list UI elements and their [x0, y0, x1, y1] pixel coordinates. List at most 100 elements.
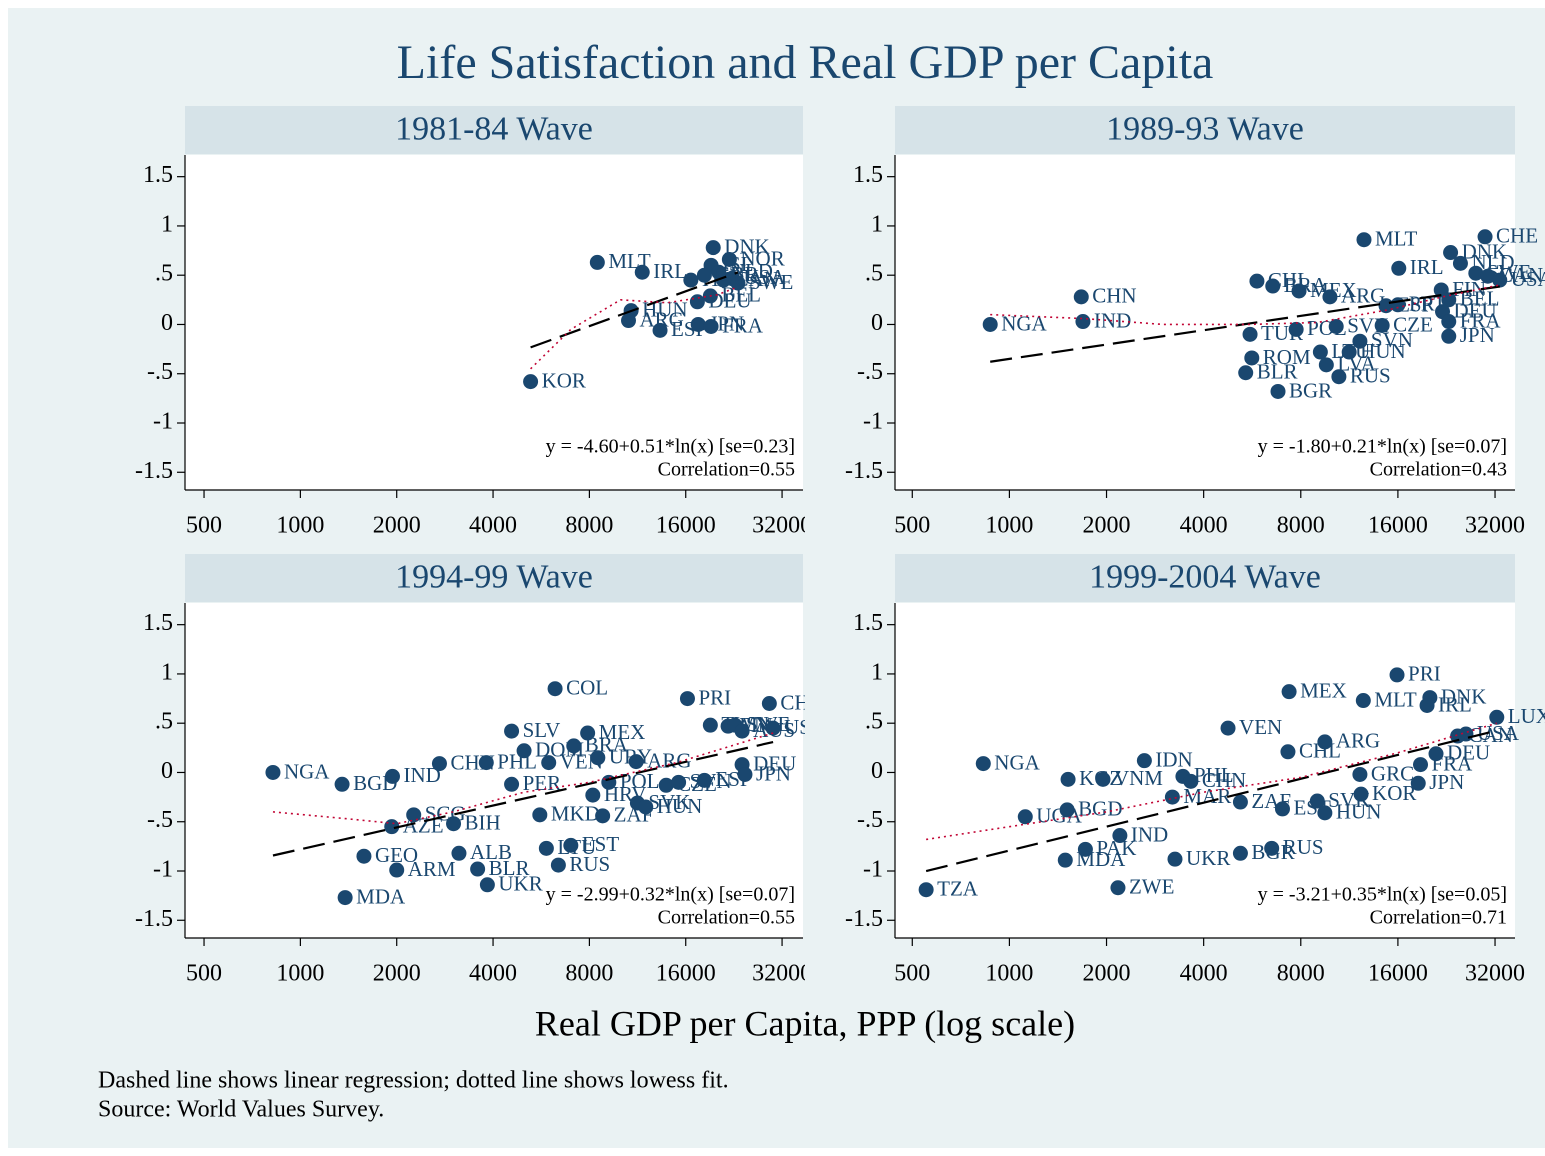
panel-header	[895, 106, 1515, 154]
point	[1341, 344, 1357, 360]
y-tick-label: .5	[865, 261, 883, 287]
x-tick-label: 1000	[985, 961, 1033, 987]
point	[652, 322, 668, 338]
point	[566, 738, 582, 754]
point	[1167, 851, 1183, 867]
point	[1353, 786, 1369, 802]
point	[1059, 802, 1075, 818]
point	[523, 374, 539, 390]
point	[1270, 383, 1286, 399]
point	[334, 776, 350, 792]
point	[470, 861, 486, 877]
equation: y = -3.21+0.35*ln(x) [se=0.05]	[1258, 884, 1507, 906]
y-tick-label: 1.5	[143, 162, 173, 188]
point	[730, 275, 746, 291]
point	[1095, 771, 1111, 787]
point-label: BIH	[465, 811, 501, 835]
point-label: KOR	[542, 368, 586, 392]
point-label: IRL	[1410, 255, 1444, 279]
point-label: USA	[743, 265, 786, 289]
correlation: Correlation=0.71	[1370, 907, 1507, 929]
panel-title: 1999-2004 Wave	[1089, 558, 1321, 595]
y-tick-label: 0	[161, 310, 173, 336]
point	[1110, 880, 1126, 896]
y-tick-label: -1.5	[845, 906, 883, 932]
point	[1238, 365, 1254, 381]
point	[1477, 229, 1493, 245]
point	[634, 264, 650, 280]
point-label: CHE	[1496, 224, 1538, 248]
x-tick-label: 1000	[985, 513, 1033, 539]
x-tick-label: 2000	[373, 513, 421, 539]
chart-title: Life Satisfaction and Real GDP per Capit…	[397, 36, 1214, 89]
point	[532, 807, 548, 823]
x-tick-label: 32000	[1465, 513, 1525, 539]
panel-header	[185, 106, 803, 154]
point-label: JPN	[1429, 770, 1464, 794]
lowess-line	[272, 732, 774, 825]
point-label: ARM	[408, 857, 456, 881]
point	[1374, 317, 1390, 333]
y-tick-label: -1	[863, 409, 883, 435]
point	[1318, 357, 1334, 373]
point	[504, 776, 520, 792]
x-tick-label: 500	[186, 961, 222, 987]
x-tick-label: 2000	[1083, 513, 1131, 539]
point-label: RUS	[1350, 364, 1391, 388]
point-label: JPN	[756, 761, 791, 785]
y-tick-label: 1.5	[853, 162, 883, 188]
point	[1232, 794, 1248, 810]
y-tick-label: -1.5	[135, 906, 173, 932]
point	[478, 755, 494, 771]
y-tick-label: .5	[865, 709, 883, 735]
point	[1480, 268, 1496, 284]
regression-line	[990, 285, 1500, 363]
point	[384, 768, 400, 784]
point	[1441, 314, 1457, 330]
point	[550, 857, 566, 873]
point-label: ZWE	[1129, 875, 1174, 899]
point	[1352, 766, 1368, 782]
y-tick-label: -.5	[147, 807, 173, 833]
point	[918, 882, 934, 898]
point	[1492, 272, 1508, 288]
point-label: TZA	[937, 877, 979, 901]
x-tick-label: 8000	[1277, 513, 1325, 539]
x-tick-label: 2000	[373, 961, 421, 987]
point	[451, 845, 467, 861]
point	[982, 316, 998, 332]
point	[1309, 793, 1325, 809]
point-label: IDN	[1155, 747, 1192, 771]
y-tick-label: -1	[153, 857, 173, 883]
correlation: Correlation=0.55	[658, 907, 795, 929]
y-tick-label: -1.5	[135, 458, 173, 484]
point	[1291, 283, 1307, 299]
point	[696, 772, 712, 788]
y-tick-label: .5	[155, 261, 173, 287]
correlation: Correlation=0.55	[658, 459, 795, 481]
point	[1356, 232, 1372, 248]
point-label: IND	[1131, 822, 1168, 846]
point-label: MEX	[1300, 678, 1347, 702]
point	[1312, 344, 1328, 360]
y-tick-label: .5	[155, 709, 173, 735]
point	[734, 723, 750, 739]
point	[1450, 728, 1466, 744]
point	[1389, 667, 1405, 683]
point	[1075, 314, 1091, 330]
point-label: CZE	[1393, 312, 1433, 336]
point-label: BLR	[1257, 360, 1298, 384]
point	[1112, 828, 1128, 844]
point-label: MDA	[356, 884, 406, 908]
point	[1355, 693, 1371, 709]
point-label: JPN	[1460, 323, 1495, 347]
point	[721, 251, 737, 267]
point	[1164, 789, 1180, 805]
point-label: RUS	[1283, 835, 1324, 859]
point	[516, 743, 532, 759]
point	[737, 766, 753, 782]
point	[765, 720, 781, 736]
point	[1280, 744, 1296, 760]
point	[1331, 369, 1347, 385]
